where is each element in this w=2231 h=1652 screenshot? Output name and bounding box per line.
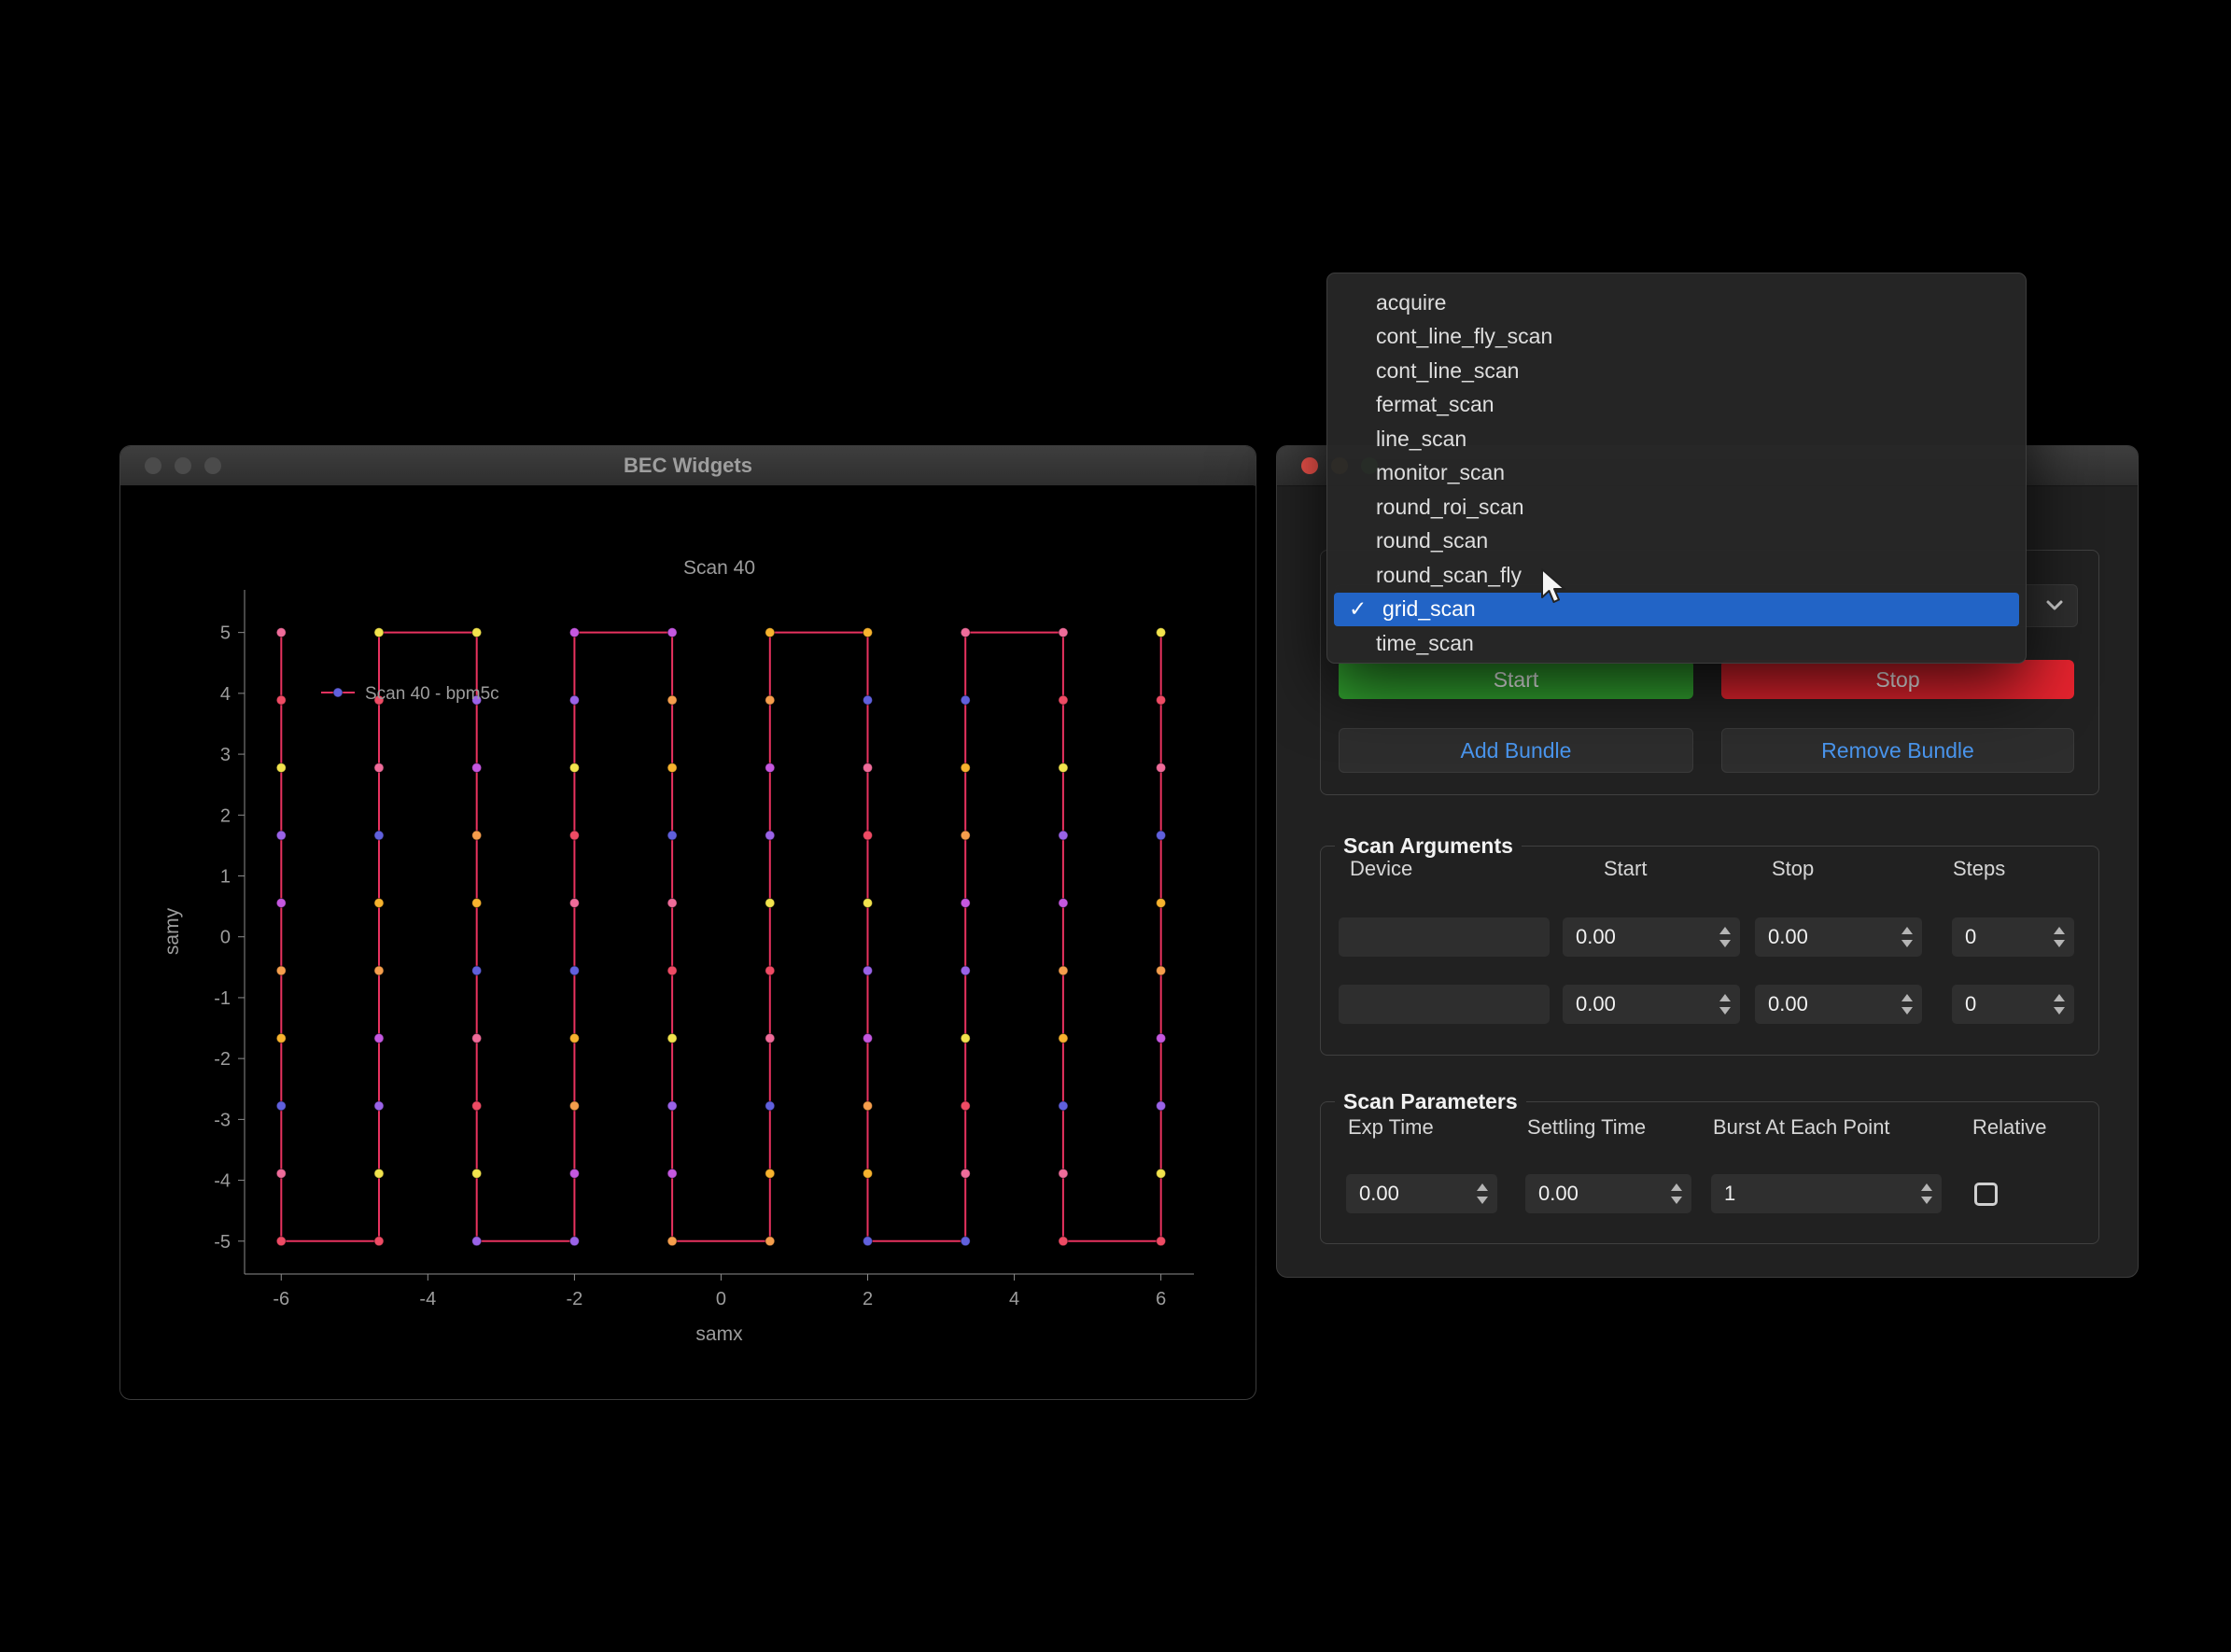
- spin-down-icon[interactable]: [1901, 1007, 1913, 1015]
- svg-text:0: 0: [220, 928, 231, 948]
- bec-widgets-window: BEC Widgets -6 -4 -2 0 2 4 6 5 4 3 2 1 0 -1 -2 -3 -4 -5 Sc…: [119, 445, 1256, 1400]
- device-field-2[interactable]: [1339, 985, 1550, 1024]
- spin-up-icon[interactable]: [1671, 1183, 1682, 1191]
- burst-spinbox[interactable]: 1: [1711, 1174, 1942, 1213]
- svg-text:-4: -4: [214, 1171, 231, 1192]
- spin-down-icon[interactable]: [2054, 940, 2065, 947]
- spin-down-icon[interactable]: [1901, 940, 1913, 947]
- svg-text:3: 3: [220, 745, 231, 765]
- stop-button[interactable]: Stop: [1721, 660, 2074, 699]
- spin-up-icon[interactable]: [1901, 994, 1913, 1001]
- steps-spinbox-1[interactable]: 0: [1952, 917, 2074, 957]
- svg-text:Scan 40 - bpm5c: Scan 40 - bpm5c: [365, 684, 499, 704]
- menu-item-grid-scan[interactable]: ✓ grid_scan: [1334, 593, 2019, 627]
- window-title: BEC Widgets: [120, 446, 1256, 485]
- exp-time-spinbox[interactable]: 0.00: [1346, 1174, 1497, 1213]
- stop-spinbox-1[interactable]: 0.00: [1755, 917, 1922, 957]
- device-header: Device: [1350, 857, 1412, 881]
- scan-type-menu: acquire cont_line_fly_scan cont_line_sca…: [1326, 273, 2027, 664]
- svg-text:4: 4: [1009, 1289, 1019, 1309]
- svg-text:samx: samx: [695, 1323, 743, 1345]
- chevron-down-icon: [2043, 594, 2066, 621]
- menu-item-monitor-scan[interactable]: monitor_scan: [1327, 456, 2026, 491]
- scan-parameters-title: Scan Parameters: [1335, 1089, 1526, 1114]
- checkmark-icon: ✓: [1349, 596, 1373, 622]
- steps-spinbox-2[interactable]: 0: [1952, 985, 2074, 1024]
- spin-up-icon[interactable]: [1901, 927, 1913, 934]
- svg-text:1: 1: [220, 867, 231, 888]
- svg-text:samy: samy: [161, 907, 183, 955]
- start-button[interactable]: Start: [1339, 660, 1693, 699]
- menu-item-line-scan[interactable]: line_scan: [1327, 422, 2026, 456]
- add-bundle-button[interactable]: Add Bundle: [1339, 728, 1693, 773]
- spin-up-icon[interactable]: [1719, 994, 1731, 1001]
- svg-text:6: 6: [1156, 1289, 1166, 1309]
- spin-up-icon[interactable]: [2054, 927, 2065, 934]
- spin-down-icon[interactable]: [2054, 1007, 2065, 1015]
- start-spinbox-2[interactable]: 0.00: [1563, 985, 1740, 1024]
- exp-time-header: Exp Time: [1348, 1115, 1434, 1140]
- svg-text:2: 2: [220, 805, 231, 826]
- svg-text:-6: -6: [273, 1289, 289, 1309]
- svg-text:-3: -3: [214, 1110, 231, 1130]
- remove-bundle-button[interactable]: Remove Bundle: [1721, 728, 2074, 773]
- menu-item-round-scan[interactable]: round_scan: [1327, 525, 2026, 559]
- menu-item-cont-line-fly-scan[interactable]: cont_line_fly_scan: [1327, 320, 2026, 355]
- menu-item-acquire[interactable]: acquire: [1327, 286, 2026, 320]
- left-window-titlebar[interactable]: BEC Widgets: [120, 446, 1256, 486]
- menu-item-fermat-scan[interactable]: fermat_scan: [1327, 388, 2026, 423]
- relative-header: Relative: [1972, 1115, 2046, 1140]
- spin-down-icon[interactable]: [1719, 940, 1731, 947]
- start-spinbox-1[interactable]: 0.00: [1563, 917, 1740, 957]
- stop-header: Stop: [1772, 857, 1814, 881]
- spin-down-icon[interactable]: [1921, 1197, 1932, 1204]
- svg-text:-2: -2: [214, 1049, 231, 1070]
- spin-up-icon[interactable]: [1719, 927, 1731, 934]
- menu-item-time-scan[interactable]: time_scan: [1327, 626, 2026, 661]
- svg-text:-4: -4: [419, 1289, 436, 1309]
- menu-item-cont-line-scan[interactable]: cont_line_scan: [1327, 354, 2026, 388]
- spin-up-icon[interactable]: [1477, 1183, 1488, 1191]
- spin-down-icon[interactable]: [1671, 1197, 1682, 1204]
- svg-text:-2: -2: [566, 1289, 582, 1309]
- svg-text:-1: -1: [214, 988, 231, 1009]
- spin-up-icon[interactable]: [2054, 994, 2065, 1001]
- svg-text:-5: -5: [214, 1232, 231, 1253]
- relative-checkbox[interactable]: [1974, 1183, 1998, 1206]
- scan-plot[interactable]: -6 -4 -2 0 2 4 6 5 4 3 2 1 0 -1 -2 -3 -4 -5 Scan 40 samx sam…: [120, 485, 1256, 1399]
- settling-time-spinbox[interactable]: 0.00: [1525, 1174, 1691, 1213]
- steps-header: Steps: [1953, 857, 2005, 881]
- menu-item-round-roi-scan[interactable]: round_roi_scan: [1327, 490, 2026, 525]
- mouse-cursor: [1538, 567, 1570, 613]
- settling-time-header: Settling Time: [1527, 1115, 1646, 1140]
- device-field-1[interactable]: [1339, 917, 1550, 957]
- svg-text:5: 5: [220, 623, 231, 644]
- svg-text:2: 2: [863, 1289, 873, 1309]
- start-header: Start: [1604, 857, 1647, 881]
- burst-header: Burst At Each Point: [1713, 1115, 1890, 1140]
- stop-spinbox-2[interactable]: 0.00: [1755, 985, 1922, 1024]
- desktop: BEC Widgets -6 -4 -2 0 2 4 6 5 4 3 2 1 0 -1 -2 -3 -4 -5 Sc…: [0, 0, 2231, 1652]
- spin-down-icon[interactable]: [1719, 1007, 1731, 1015]
- svg-text:Scan 40: Scan 40: [683, 557, 755, 579]
- svg-text:4: 4: [220, 684, 231, 705]
- spin-down-icon[interactable]: [1477, 1197, 1488, 1204]
- menu-item-round-scan-fly[interactable]: round_scan_fly: [1327, 558, 2026, 593]
- spin-up-icon[interactable]: [1921, 1183, 1932, 1191]
- scan-arguments-title: Scan Arguments: [1335, 833, 1522, 859]
- close-button[interactable]: [1301, 457, 1318, 474]
- svg-text:0: 0: [716, 1289, 726, 1309]
